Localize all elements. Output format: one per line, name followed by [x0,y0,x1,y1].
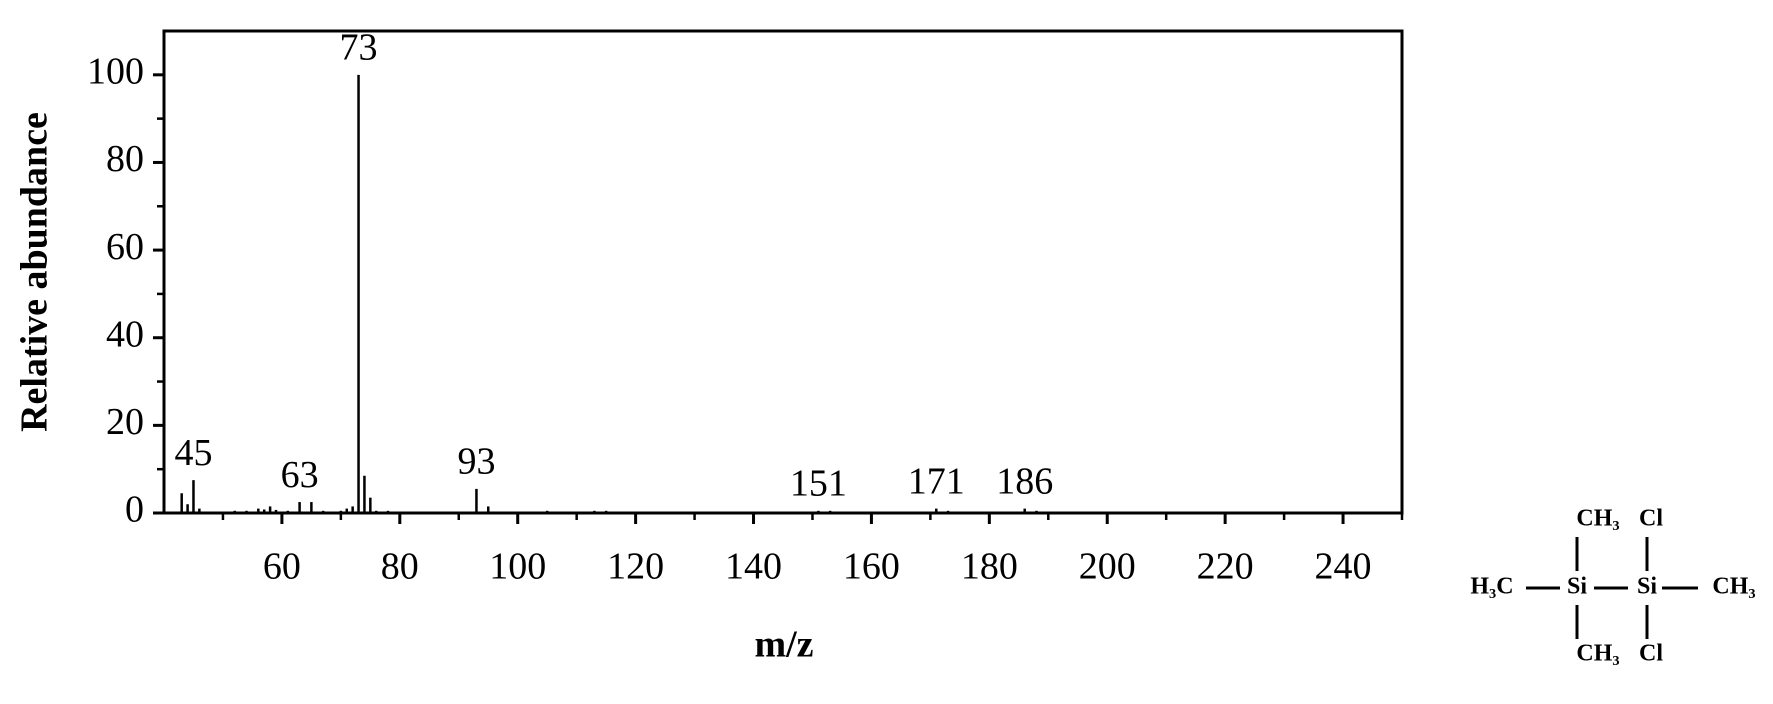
y-axis-title: Relative abundance [14,112,56,432]
peak-label: 186 [996,460,1053,502]
atom: Cl [1639,506,1663,532]
x-tick-label: 220 [1197,546,1254,588]
peak-label: 45 [174,432,212,474]
structure [1526,537,1698,639]
x-tick-label: 120 [607,546,664,588]
atom: Si [1637,574,1657,600]
y-tick-label: 100 [87,51,144,93]
x-tick-label: 100 [489,546,546,588]
atom: CH₃ [1576,506,1619,532]
x-tick-label: 140 [725,546,782,588]
x-tick-label: 240 [1315,546,1372,588]
peak-label: 171 [908,460,965,502]
y-tick-label: 60 [106,226,144,268]
y-tick-label: 40 [106,313,144,355]
x-tick-label: 200 [1079,546,1136,588]
y-tick-label: 80 [106,138,144,180]
y-tick-label: 20 [106,401,144,443]
x-tick-label: 80 [381,546,419,588]
atom: CH₃ [1712,574,1755,600]
x-axis-title: m/z [754,624,813,666]
peak-label: 73 [340,27,378,69]
x-tick-label: 60 [263,546,301,588]
peak-label: 93 [457,441,495,483]
plot-frame [162,29,1404,515]
y-tick-label: 0 [125,489,144,531]
peak-label: 151 [790,463,847,505]
atom: Si [1567,574,1587,600]
x-tick-label: 160 [843,546,900,588]
x-tick-label: 180 [961,546,1018,588]
atom: H₃C [1470,574,1513,600]
atom: CH₃ [1576,641,1619,667]
atom: Cl [1639,641,1663,667]
peak-label: 63 [281,454,319,496]
